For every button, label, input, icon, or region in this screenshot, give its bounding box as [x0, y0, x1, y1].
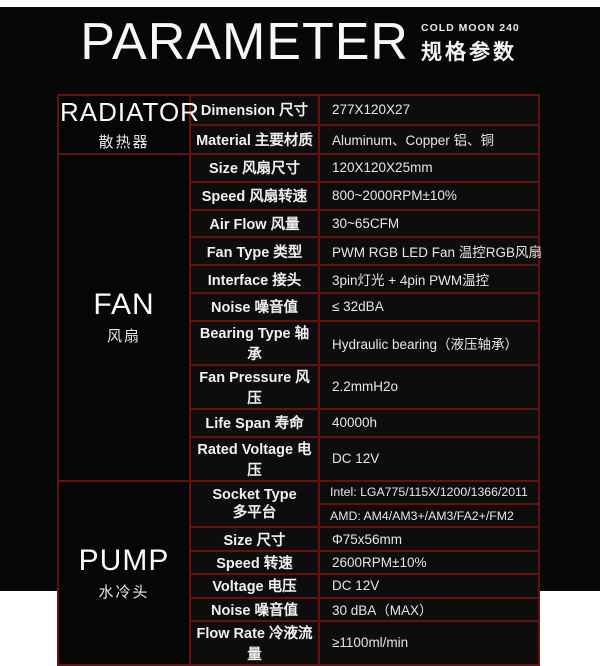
value-cell: Φ75x56mm — [318, 526, 540, 552]
page-title: PARAMETER — [80, 13, 409, 71]
table-row: Fan Pressure 风压 2.2mmH2o — [58, 363, 540, 410]
value-cell: PWM RGB LED Fan 温控RGB风扇 — [318, 236, 542, 267]
param-cell: Speed 风扇转速 — [189, 180, 320, 211]
param-cell-socket-type: Socket Type 多平台 — [189, 479, 320, 529]
section-subtitle: 风扇 — [106, 328, 141, 346]
value-cell: Aluminum、Copper 铝、铜 — [318, 123, 540, 155]
param-cell: Air Flow 风量 — [189, 208, 320, 239]
section-cell-fan: FAN 风扇 — [57, 153, 191, 482]
param-cell: Bearing Type 轴承 — [189, 319, 320, 366]
section-title: PUMP — [78, 543, 170, 577]
value-cell: Hydraulic bearing（液压轴承） — [318, 319, 540, 366]
param-cell: Life Span 寿命 — [189, 407, 320, 438]
param-label-zh: 多平台 — [232, 504, 277, 521]
page-subtitle-zh: 规格参数 — [420, 40, 517, 64]
section-subtitle: 水冷头 — [98, 583, 150, 601]
value-cell: 120X120X25mm — [318, 153, 540, 183]
section-subtitle: 散热器 — [98, 134, 150, 151]
title-subblock: COLD MOON 240 规格参数 — [421, 22, 520, 70]
value-cell: DC 12V — [318, 573, 540, 599]
param-cell: Noise 噪音值 — [189, 291, 320, 322]
table-row: Rated Voltage 电压 DC 12V — [58, 435, 540, 482]
table-row: Fan Type 类型 PWM RGB LED Fan 温控RGB风扇 — [58, 236, 542, 267]
product-name: COLD MOON 240 — [420, 21, 520, 34]
param-cell: Flow Rate 冷液流量 — [189, 619, 320, 666]
table-row: Bearing Type 轴承 Hydraulic bearing（液压轴承） — [58, 319, 540, 366]
value-cell: 800~2000RPM±10% — [318, 180, 540, 211]
table-row: RADIATOR 散热器 Dimension 尺寸 277X120X27 — [57, 94, 540, 155]
header: PARAMETER COLD MOON 240 规格参数 — [0, 15, 600, 70]
param-cell: Interface 接头 — [189, 264, 320, 294]
param-cell: Voltage 电压 — [189, 573, 320, 599]
param-cell: Size 尺寸 — [189, 526, 320, 552]
param-cell: Material 主要材质 — [189, 123, 320, 155]
param-cell: Noise 噪音值 — [189, 596, 320, 622]
param-cell: Dimension 尺寸 — [189, 94, 320, 126]
table-row: FAN 风扇 Size 风扇尺寸 120X120X25mm — [57, 153, 540, 482]
section-title: RADIATOR — [60, 97, 200, 127]
table-row: PUMP 水冷头 Socket Type 多平台 Intel: LGA775/1… — [57, 479, 540, 666]
section-cell-radiator: RADIATOR 散热器 — [57, 94, 200, 155]
value-cell: 3pin灯光 + 4pin PWM温控 — [318, 264, 540, 294]
spec-sheet-background: PARAMETER COLD MOON 240 规格参数 RADIATOR 散热… — [0, 7, 600, 666]
param-cell: Size 风扇尺寸 — [189, 153, 320, 183]
table-row: Air Flow 风量 30~65CFM — [58, 208, 540, 239]
param-label-en: Socket Type — [212, 486, 297, 503]
param-cell: Fan Pressure 风压 — [189, 363, 320, 410]
spec-table: RADIATOR 散热器 Dimension 尺寸 277X120X27 Mat… — [57, 94, 542, 666]
section-title: FAN — [93, 288, 155, 322]
table-row: Noise 噪音值 ≤ 32dBA — [58, 291, 540, 322]
table-row: Speed 风扇转速 800~2000RPM±10% — [58, 180, 540, 211]
value-cell: AMD: AM4/AM3+/AM3/FA2+/FM2 — [318, 502, 540, 529]
value-cell: ≤ 32dBA — [318, 291, 540, 322]
table-row: Interface 接头 3pin灯光 + 4pin PWM温控 — [58, 264, 540, 294]
param-cell: Rated Voltage 电压 — [189, 435, 320, 482]
table-row: Speed 转速 2600RPM±10% — [58, 549, 540, 576]
value-cell: DC 12V — [318, 435, 540, 482]
value-cell: 277X120X27 — [318, 94, 540, 126]
value-cell: 30 dBA（MAX） — [318, 596, 540, 622]
value-cell: 2600RPM±10% — [318, 549, 540, 576]
param-cell: Fan Type 类型 — [189, 236, 320, 267]
table-row: Voltage 电压 DC 12V — [58, 573, 540, 599]
table-row: Life Span 寿命 40000h — [58, 407, 540, 438]
table-row: Size 尺寸 Φ75x56mm — [58, 526, 540, 552]
value-cell: ≥1100ml/min — [318, 619, 540, 666]
table-row: AMD: AM4/AM3+/AM3/FA2+/FM2 — [58, 502, 540, 529]
value-cell: 30~65CFM — [318, 208, 540, 239]
value-cell: 40000h — [318, 407, 540, 438]
value-cell: Intel: LGA775/115X/1200/1366/2011 — [318, 479, 540, 505]
param-cell: Speed 转速 — [189, 549, 320, 576]
section-cell-pump: PUMP 水冷头 — [57, 479, 191, 666]
value-cell: 2.2mmH2o — [318, 363, 540, 410]
